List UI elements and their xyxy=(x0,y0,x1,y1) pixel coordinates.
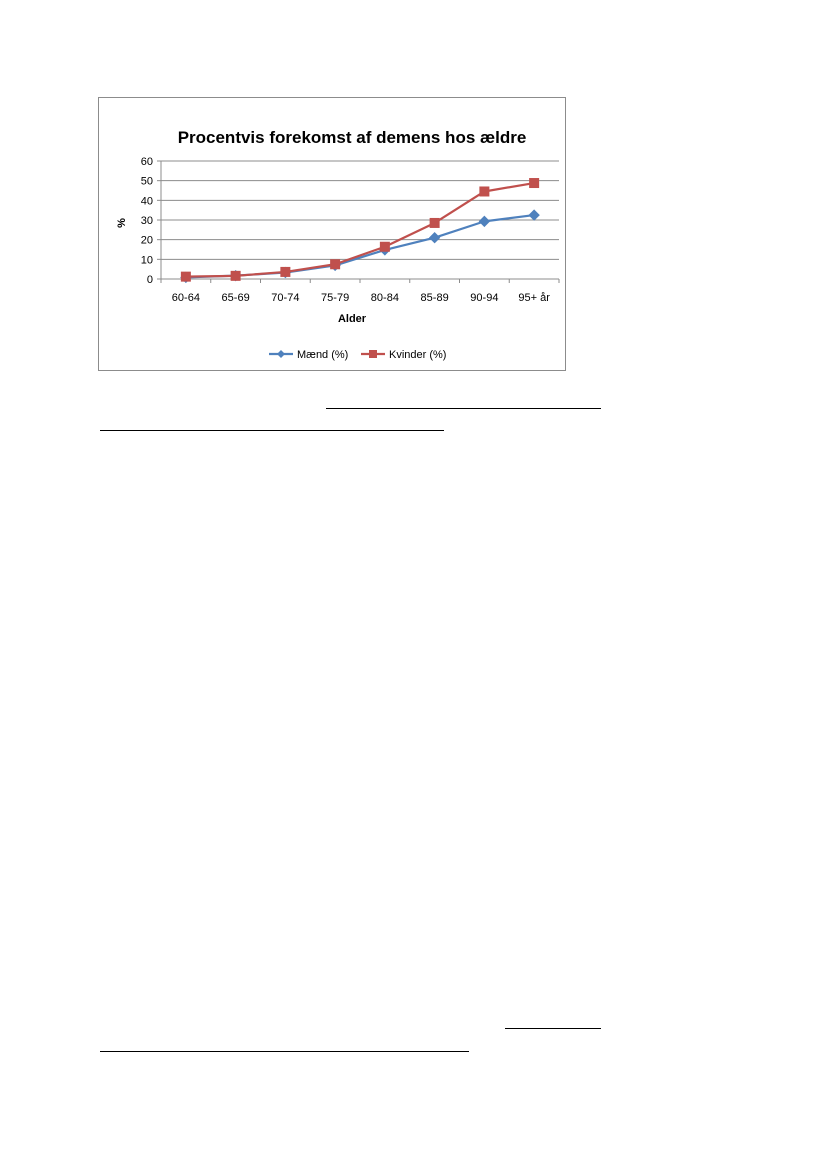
y-tick-labels: 0 10 20 30 40 50 60 xyxy=(141,156,153,286)
x-tick-label: 75-79 xyxy=(321,292,349,304)
x-axis-title: Alder xyxy=(338,313,367,325)
x-tick-label: 95+ år xyxy=(518,292,550,304)
y-tick-label: 40 xyxy=(141,195,153,207)
data-point-maend xyxy=(528,209,540,221)
legend-marker-maend xyxy=(277,350,285,358)
underline-rule xyxy=(100,1051,469,1052)
data-point-kvinder xyxy=(379,241,390,252)
data-point-kvinder xyxy=(230,270,241,281)
y-tick-label: 60 xyxy=(141,156,153,168)
y-tick-label: 20 xyxy=(141,235,153,247)
x-tick-label: 60-64 xyxy=(172,292,200,304)
data-point-maend xyxy=(478,215,491,228)
x-tick-labels: 60-64 65-69 70-74 75-79 80-84 85-89 90-94 95+ å… xyxy=(172,292,550,304)
y-tick-label: 10 xyxy=(141,254,153,266)
data-point-kvinder xyxy=(180,271,191,282)
line-chart: Procentvis forekomst af demens hos ældre… xyxy=(116,128,560,361)
y-tick-label: 30 xyxy=(141,215,153,227)
x-tick-label: 85-89 xyxy=(421,292,449,304)
legend-marker-kvinder xyxy=(369,350,377,358)
data-point-kvinder xyxy=(479,186,490,197)
legend-label-kvinder: Kvinder (%) xyxy=(389,349,446,361)
legend-label-maend: Mænd (%) xyxy=(297,349,348,361)
data-point-maend xyxy=(428,231,441,244)
underline-rule xyxy=(505,1028,601,1029)
legend: Mænd (%) Kvinder (%) xyxy=(269,349,446,361)
chart-frame: Procentvis forekomst af demens hos ældre… xyxy=(98,97,566,371)
y-tick-label: 50 xyxy=(141,176,153,188)
x-tick-label: 70-74 xyxy=(271,292,299,304)
underline-rule xyxy=(326,408,601,409)
underline-rule xyxy=(100,430,444,431)
data-point-kvinder xyxy=(529,178,540,189)
series-line-kvinder xyxy=(185,181,535,278)
data-point-kvinder xyxy=(330,259,341,270)
series-lines xyxy=(180,178,540,284)
chart-title: Procentvis forekomst af demens hos ældre xyxy=(178,128,527,147)
data-point-kvinder xyxy=(280,266,291,277)
x-tick-label: 80-84 xyxy=(371,292,399,304)
y-tick-label: 0 xyxy=(147,274,153,286)
x-tick-label: 90-94 xyxy=(470,292,498,304)
y-axis-title: % xyxy=(116,218,128,228)
data-point-kvinder xyxy=(429,217,440,228)
gridlines xyxy=(157,160,560,283)
x-tick-label: 65-69 xyxy=(222,292,250,304)
